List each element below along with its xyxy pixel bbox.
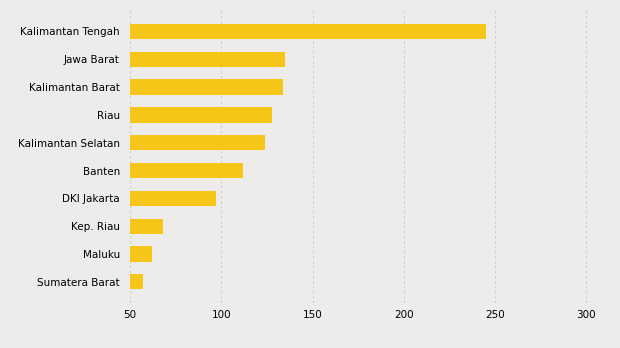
Bar (39, 107, 273, 122)
Bar (39, 191, 216, 206)
Bar (39, 24, 486, 39)
Bar (39, 246, 152, 262)
Bar (39, 52, 285, 67)
Bar (39, 163, 243, 178)
Bar (39, 274, 143, 290)
Bar (39, 79, 283, 95)
Bar (39, 219, 163, 234)
Bar (39, 135, 265, 150)
